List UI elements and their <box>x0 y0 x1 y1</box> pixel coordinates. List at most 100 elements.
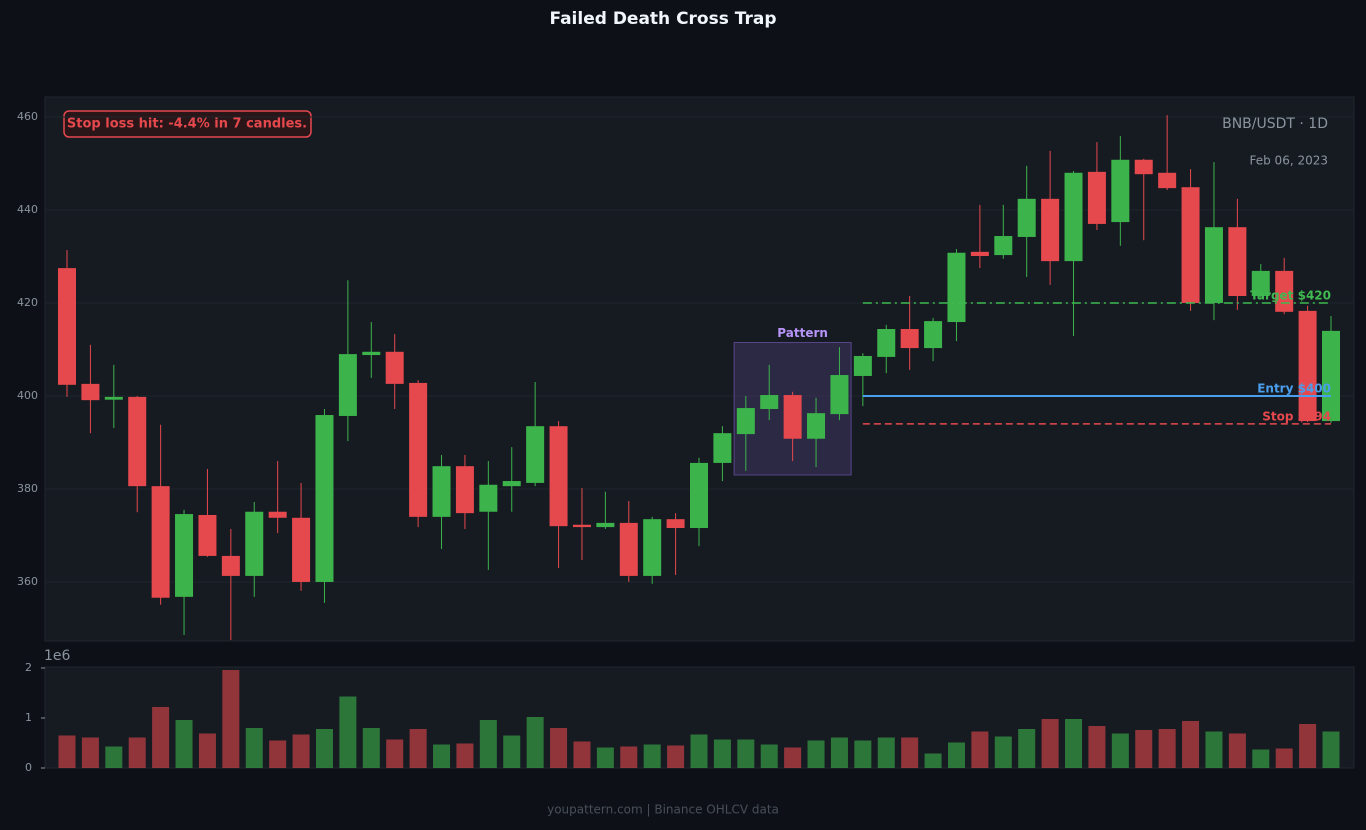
volume-bar <box>433 744 451 768</box>
y-tick-label: 440 <box>17 203 38 216</box>
candle-body <box>1111 159 1130 223</box>
volume-bar <box>1065 719 1083 768</box>
candle-body <box>947 252 966 323</box>
volume-bar <box>175 720 193 768</box>
volume-bar <box>901 737 919 768</box>
candle-body <box>619 522 638 576</box>
candle-body <box>830 375 849 415</box>
candle-body <box>807 413 826 439</box>
candle-body <box>1158 172 1177 189</box>
candle-body <box>994 236 1013 256</box>
candle-body <box>666 519 685 529</box>
volume-bar <box>456 743 474 768</box>
candle-body <box>690 462 708 529</box>
symbol: BNB/USDT · 1D <box>1222 116 1328 132</box>
candle-body <box>1322 330 1340 422</box>
volume-bar <box>198 733 216 768</box>
volume-bar <box>1158 729 1176 768</box>
candle-body <box>104 396 123 400</box>
volume-bar <box>713 739 731 768</box>
volume-bar <box>737 739 755 768</box>
candle-body <box>924 321 943 349</box>
volume-bar <box>269 740 287 768</box>
volume-bar <box>596 747 614 768</box>
volume-offset-label: 1e6 <box>44 648 71 664</box>
volume-bar <box>1018 729 1036 768</box>
volume-bar <box>854 740 872 768</box>
level-label: Target $420 <box>1250 288 1331 302</box>
candle-body <box>315 415 334 582</box>
price-panel <box>44 96 1355 642</box>
volume-bar <box>947 742 965 768</box>
candle-body <box>970 251 989 257</box>
candle-body <box>385 351 404 384</box>
y-tick-label: 400 <box>17 389 38 402</box>
level-label: Stop $394 <box>1262 409 1331 423</box>
y-tick-label: 420 <box>17 296 38 309</box>
volume-tick-label: 2 <box>25 661 32 674</box>
date: Feb 06, 2023 <box>1250 154 1329 168</box>
candle-body <box>362 351 381 356</box>
volume-bar <box>245 728 263 768</box>
volume-bar <box>994 736 1012 768</box>
volume-bar <box>315 729 333 768</box>
candle-body <box>1181 187 1200 303</box>
candle-body <box>1064 172 1083 262</box>
candle-body <box>432 466 451 517</box>
candle-body <box>58 268 76 385</box>
annotation-box <box>63 110 312 138</box>
volume-bar <box>58 735 76 768</box>
volume-bar <box>573 741 591 768</box>
volume-bar <box>690 734 708 768</box>
volume-bar <box>620 746 638 768</box>
y-tick-label: 360 <box>17 575 38 588</box>
candle-body <box>713 433 732 463</box>
volume-bar <box>784 747 802 768</box>
candle-body <box>853 355 872 376</box>
volume-bar <box>760 744 778 768</box>
volume-tick-label: 0 <box>25 761 32 774</box>
volume-bar <box>924 753 942 768</box>
candle-body <box>292 517 311 582</box>
candle-body <box>1204 227 1223 303</box>
volume-bar <box>667 745 685 768</box>
candle-body <box>596 522 615 528</box>
candle-body <box>1275 270 1294 312</box>
level-label: Entry $400 <box>1257 381 1331 395</box>
volume-bar <box>643 744 661 768</box>
chart-title: Failed Death Cross Trap <box>549 9 776 29</box>
volume-bar <box>971 731 989 768</box>
candle-body <box>783 395 802 439</box>
volume-bar <box>222 670 240 768</box>
volume-bar <box>152 707 170 768</box>
volume-bar <box>339 696 357 768</box>
volume-bar <box>386 739 404 768</box>
volume-bar <box>1182 721 1200 768</box>
candle-body <box>221 555 240 576</box>
candle-body <box>643 519 662 576</box>
candle-body <box>572 524 591 528</box>
candle-body <box>1087 171 1106 224</box>
volume-bar <box>362 728 380 768</box>
candle-body <box>479 484 498 512</box>
volume-bar <box>1322 731 1340 768</box>
volume-bar <box>1275 748 1293 768</box>
candle-body <box>502 481 521 487</box>
candle-body <box>455 466 474 514</box>
candle-body <box>1017 198 1036 237</box>
volume-bar <box>830 737 848 768</box>
candle-body <box>1228 227 1247 297</box>
candle-body <box>268 511 287 518</box>
volume-bar <box>409 729 427 768</box>
volume-bar <box>1299 724 1317 768</box>
candle-body <box>81 383 100 401</box>
volume-bar <box>81 737 99 768</box>
volume-bar <box>105 746 123 768</box>
candle-body <box>151 486 170 598</box>
candle-body <box>1041 198 1060 262</box>
candle-body <box>198 514 217 556</box>
volume-bar <box>292 734 310 768</box>
candle-body <box>549 426 568 527</box>
candle-body <box>900 329 919 349</box>
